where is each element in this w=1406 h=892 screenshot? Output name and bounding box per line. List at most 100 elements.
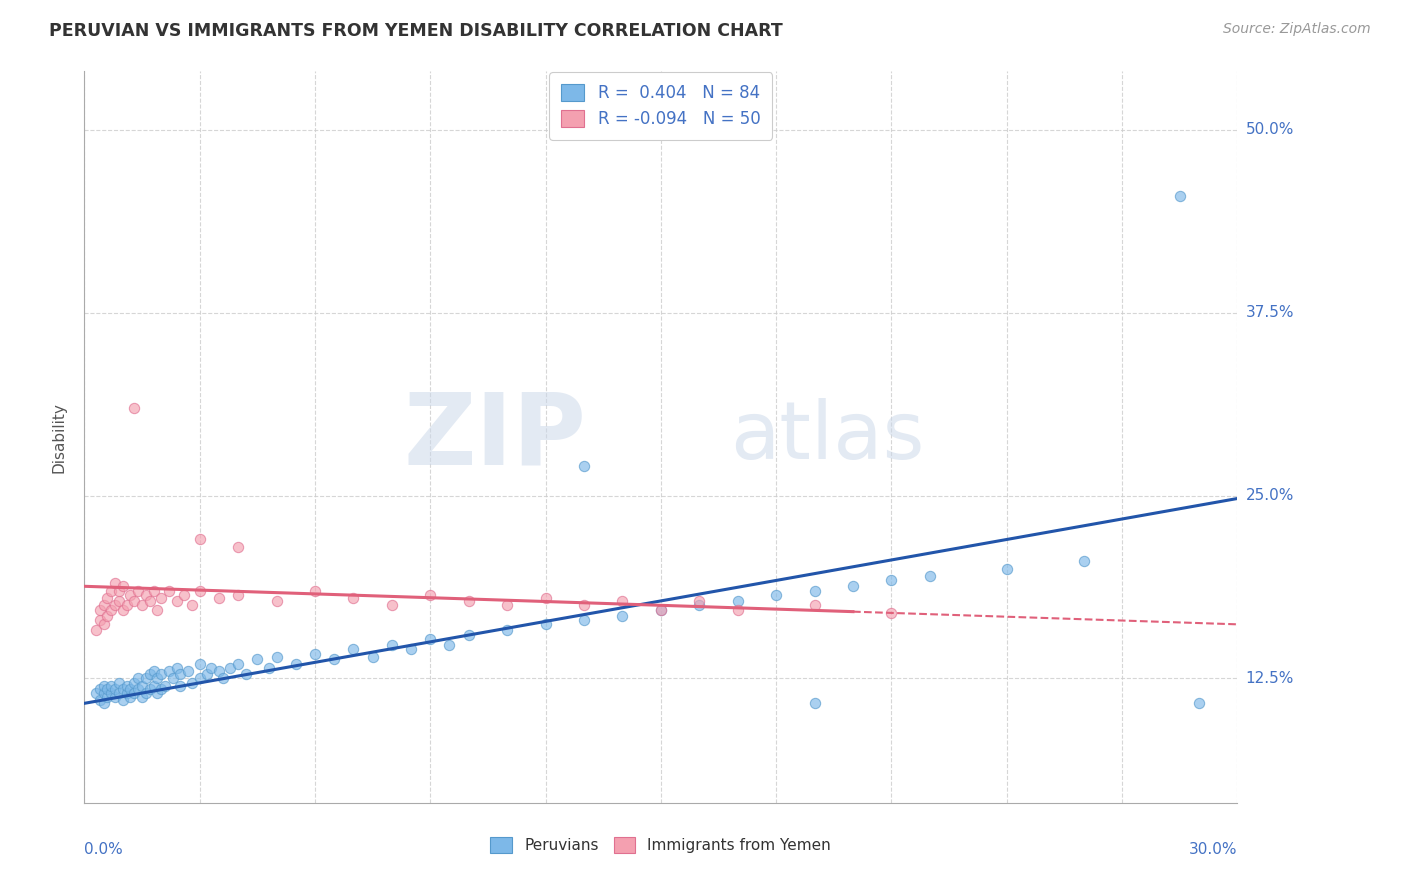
Point: [108, 686, 131, 700]
Point: [246, 652, 269, 666]
Point: [93, 617, 115, 632]
Point: [880, 574, 903, 588]
Point: [235, 667, 257, 681]
Point: [146, 686, 169, 700]
Point: [572, 613, 595, 627]
Point: [226, 588, 249, 602]
Point: [995, 562, 1018, 576]
Point: [104, 681, 127, 696]
Point: [534, 591, 557, 605]
Point: [93, 696, 115, 710]
Point: [142, 583, 165, 598]
Point: [96, 681, 118, 696]
Point: [111, 681, 134, 696]
Text: ZIP: ZIP: [404, 389, 586, 485]
Point: [399, 642, 422, 657]
Point: [120, 690, 142, 705]
Point: [138, 667, 160, 681]
Point: [650, 603, 672, 617]
Point: [381, 638, 404, 652]
Point: [208, 664, 231, 678]
Point: [142, 664, 165, 678]
Point: [124, 686, 146, 700]
Point: [138, 681, 160, 696]
Point: [284, 657, 307, 671]
Point: [188, 672, 211, 686]
Point: [727, 603, 749, 617]
Point: [111, 579, 134, 593]
Point: [108, 676, 131, 690]
Point: [211, 672, 233, 686]
Point: [153, 679, 176, 693]
Point: [146, 603, 169, 617]
Point: [419, 588, 441, 602]
Point: [173, 588, 195, 602]
Point: [266, 649, 288, 664]
Text: 30.0%: 30.0%: [1189, 842, 1237, 856]
Point: [93, 599, 115, 613]
Point: [342, 591, 364, 605]
Point: [100, 603, 122, 617]
Point: [131, 599, 153, 613]
Point: [89, 693, 111, 707]
Text: PERUVIAN VS IMMIGRANTS FROM YEMEN DISABILITY CORRELATION CHART: PERUVIAN VS IMMIGRANTS FROM YEMEN DISABI…: [49, 22, 783, 40]
Point: [89, 603, 111, 617]
Point: [96, 690, 118, 705]
Point: [727, 594, 749, 608]
Point: [150, 681, 173, 696]
Point: [169, 667, 191, 681]
Point: [104, 690, 127, 705]
Point: [162, 672, 184, 686]
Point: [188, 583, 211, 598]
Point: [169, 679, 191, 693]
Point: [115, 686, 138, 700]
Point: [100, 686, 122, 700]
Point: [257, 661, 280, 675]
Point: [1073, 554, 1095, 568]
Point: [572, 459, 595, 474]
Point: [104, 599, 127, 613]
Text: 0.0%: 0.0%: [84, 842, 124, 856]
Point: [688, 599, 710, 613]
Point: [195, 667, 218, 681]
Point: [219, 661, 242, 675]
Point: [84, 623, 107, 637]
Point: [439, 638, 461, 652]
Text: 12.5%: 12.5%: [1246, 671, 1294, 686]
Point: [266, 594, 288, 608]
Point: [100, 583, 122, 598]
Point: [108, 594, 131, 608]
Point: [104, 576, 127, 591]
Point: [84, 686, 107, 700]
Point: [918, 569, 941, 583]
Point: [361, 649, 384, 664]
Text: 25.0%: 25.0%: [1246, 488, 1294, 503]
Point: [108, 583, 131, 598]
Point: [188, 533, 211, 547]
Point: [323, 652, 346, 666]
Point: [612, 594, 634, 608]
Point: [381, 599, 404, 613]
Point: [138, 594, 160, 608]
Point: [115, 599, 138, 613]
Point: [124, 676, 146, 690]
Point: [111, 693, 134, 707]
Text: atlas: atlas: [730, 398, 924, 476]
Point: [803, 696, 825, 710]
Point: [146, 672, 169, 686]
Point: [177, 664, 200, 678]
Point: [226, 540, 249, 554]
Point: [124, 594, 146, 608]
Point: [612, 608, 634, 623]
Point: [534, 617, 557, 632]
Point: [89, 613, 111, 627]
Point: [111, 603, 134, 617]
Point: [803, 583, 825, 598]
Point: [688, 594, 710, 608]
Point: [157, 664, 180, 678]
Point: [181, 599, 204, 613]
Point: [166, 661, 188, 675]
Point: [93, 686, 115, 700]
Point: [1168, 188, 1191, 202]
Point: [93, 679, 115, 693]
